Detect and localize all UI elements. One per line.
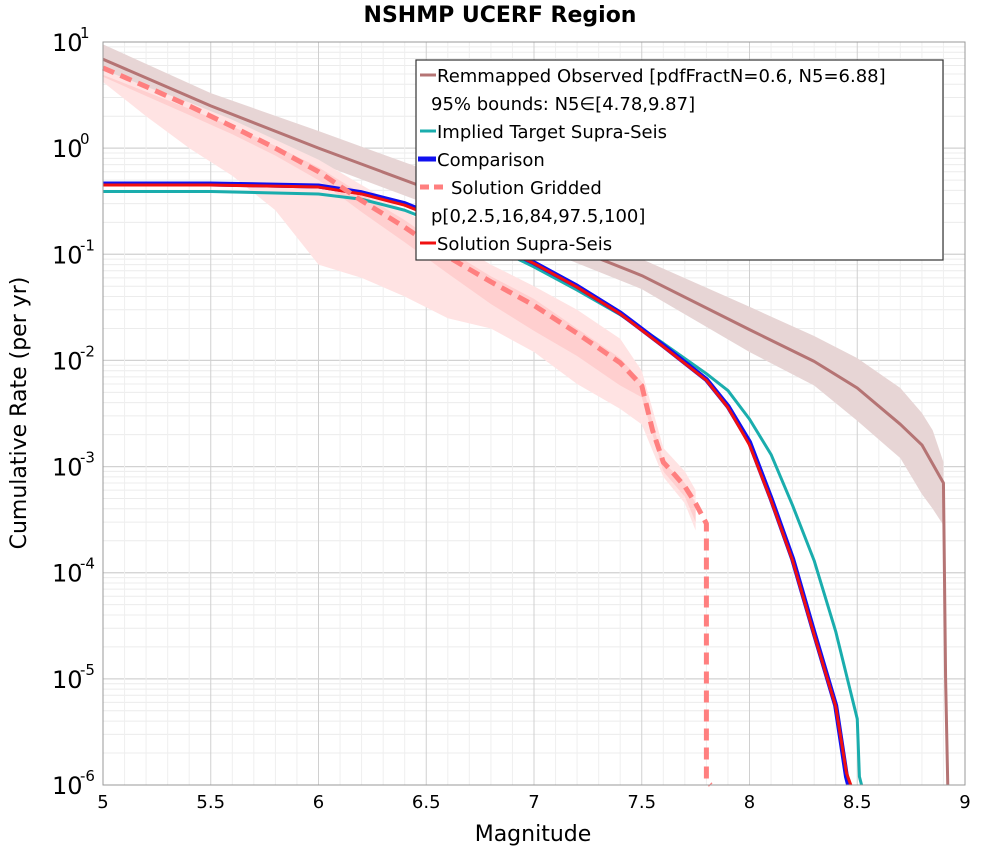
x-tick-label: 5: [97, 792, 108, 813]
legend-box: [415, 59, 944, 261]
y-tick-label: 10: [52, 241, 83, 269]
x-tick-label: 6: [313, 792, 324, 813]
chart-title: NSHMP UCERF Region: [364, 3, 637, 28]
series-line-0: [102, 57, 950, 786]
y-tick-exponent: -3: [80, 449, 95, 467]
y-tick-label: 10: [52, 29, 83, 57]
legend-entry-percentiles: p[0,2.5,16,84,97.5,100]: [431, 206, 645, 227]
y-tick-exponent: -2: [80, 342, 95, 360]
y-axis-label: Cumulative Rate (per yr): [7, 277, 32, 550]
legend-entry-gridded: Solution Gridded: [451, 178, 602, 199]
legend-entry-comparison: Comparison: [437, 150, 545, 171]
y-tick-exponent: -5: [80, 661, 95, 679]
y-tick-exponent: -4: [80, 555, 95, 573]
series-line-4: [102, 65, 713, 787]
y-tick-label: 10: [52, 560, 83, 588]
series-line-3: [103, 183, 853, 786]
y-tick-exponent: -6: [80, 767, 95, 785]
legend-entry-target: Implied Target Supra-Seis: [437, 122, 667, 143]
legend-entry-observed: Remmapped Observed [pdfFractN=0.6, N5=6.…: [437, 66, 886, 87]
y-tick-label: 10: [52, 666, 83, 694]
y-tick-label: 10: [52, 772, 83, 800]
y-tick-label: 10: [52, 454, 83, 482]
x-tick-labels: 5 5.5 6 6.5 7 7.5 8 8.5 9: [97, 792, 970, 813]
x-tick-label: 6.5: [412, 792, 441, 813]
y-tick-label: 10: [52, 347, 83, 375]
x-tick-label: 7.5: [627, 792, 656, 813]
x-tick-label: 8: [744, 792, 755, 813]
x-tick-label: 8.5: [843, 792, 872, 813]
y-tick-label: 10: [52, 135, 83, 163]
legend-entry-bounds: 95% bounds: N5∈[4.78,9.87]: [431, 94, 695, 115]
band-0: [103, 44, 944, 526]
x-tick-label: 9: [959, 792, 970, 813]
series-lines: [102, 57, 950, 787]
plot-frame: [102, 41, 966, 786]
y-tick-exponent: 0: [80, 130, 90, 148]
x-tick-label: 7: [528, 792, 539, 813]
x-tick-label: 5.5: [196, 792, 225, 813]
legend-entry-supra: Solution Supra-Seis: [437, 234, 612, 255]
legend: Remmapped Observed [pdfFractN=0.6, N5=6.…: [415, 59, 944, 261]
y-tick-exponent: -1: [80, 236, 95, 254]
x-axis-label: Magnitude: [475, 822, 592, 847]
y-tick-exponent: 1: [80, 24, 90, 42]
